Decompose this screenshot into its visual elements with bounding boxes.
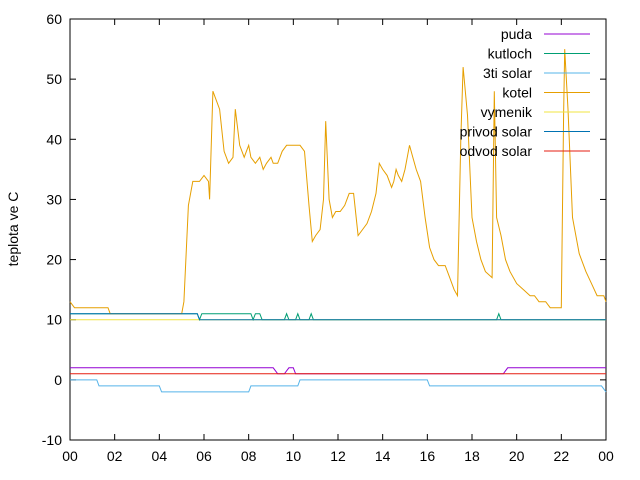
x-tick-label: 10	[286, 448, 302, 464]
series-line-kutloch	[70, 312, 606, 322]
x-tick-label: 06	[196, 448, 212, 464]
y-tick-label: -10	[42, 432, 62, 448]
y-tick-label: 0	[54, 372, 62, 388]
series-line-puda	[70, 367, 606, 375]
x-tick-label: 16	[420, 448, 436, 464]
y-tick-label: 10	[46, 312, 62, 328]
y-tick-label: 40	[46, 131, 62, 147]
legend-label: vymenik	[481, 104, 533, 120]
legend-label: odvod solar	[460, 143, 533, 159]
series-lines	[69, 49, 607, 393]
legend-label: kotel	[502, 85, 532, 101]
legend: puda kutloch 3ti solar kotel vymenik privod s…	[460, 26, 590, 159]
x-tick-label: 12	[330, 448, 346, 464]
series-line-privod-solar	[70, 313, 606, 321]
series-line-kotel	[69, 49, 607, 315]
x-tick-label: 22	[554, 448, 570, 464]
x-tick-label: 18	[464, 448, 480, 464]
x-tick-label: 14	[375, 448, 391, 464]
axis-ticks: -10 0 10 20 30 40 50 60 00 02 04 06 08 10 12 14 16 18 20 22…	[42, 11, 614, 464]
x-tick-label: 08	[241, 448, 257, 464]
y-tick-label: 50	[46, 71, 62, 87]
x-tick-label: 02	[107, 448, 123, 464]
y-tick-label: 60	[46, 11, 62, 27]
legend-label: puda	[501, 26, 532, 42]
x-tick-label: 00	[62, 448, 78, 464]
y-axis-label: teplota ve C	[5, 192, 21, 267]
legend-label: kutloch	[488, 46, 532, 62]
y-tick-label: 30	[46, 191, 62, 207]
legend-label: 3ti solar	[483, 65, 532, 81]
x-tick-label: 04	[152, 448, 168, 464]
series-line-3ti-solar	[70, 379, 607, 393]
y-tick-label: 20	[46, 252, 62, 268]
legend-label: privod solar	[460, 124, 533, 140]
plot-area-border	[69, 18, 607, 441]
x-tick-label: 00	[598, 448, 614, 464]
x-tick-label: 20	[509, 448, 525, 464]
